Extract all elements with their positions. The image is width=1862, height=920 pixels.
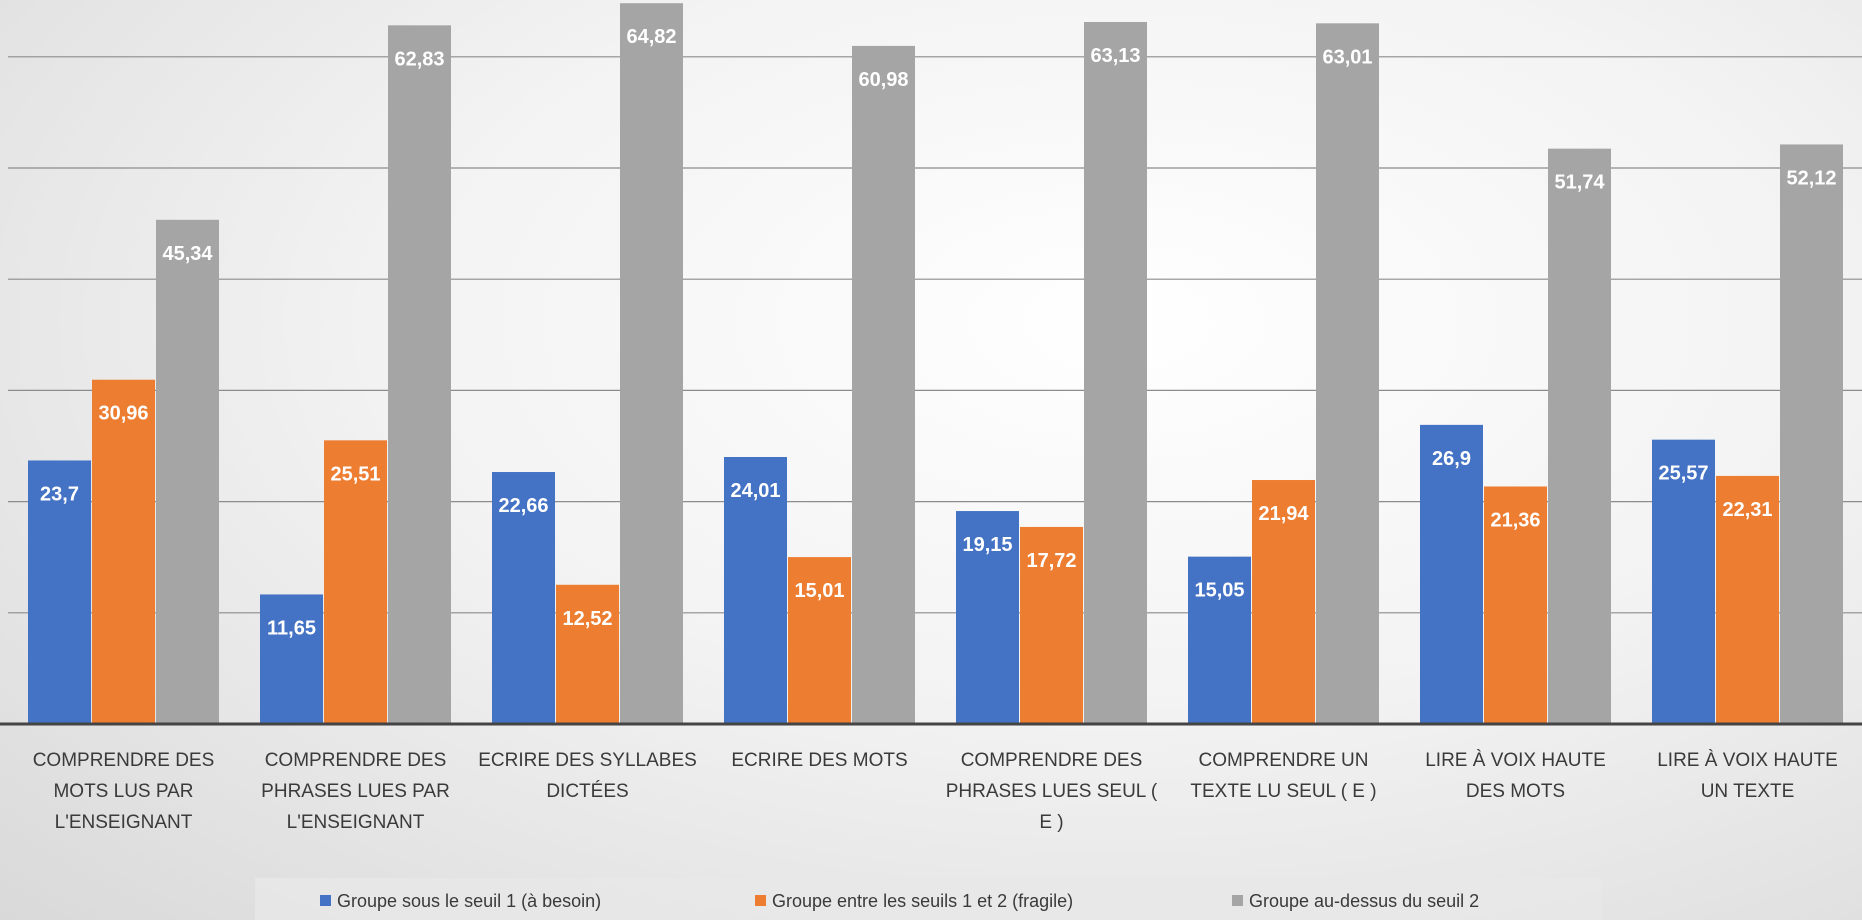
data-label: 62,83 [394, 48, 444, 70]
data-label: 22,66 [498, 495, 548, 517]
bar [620, 3, 683, 725]
data-label: 12,52 [562, 608, 612, 630]
category-label: COMPRENDRE DES PHRASES LUES SEUL (E ) [946, 750, 1158, 833]
legend-label: Groupe au-dessus du seuil 2 [1249, 891, 1479, 911]
data-label: 60,98 [858, 69, 908, 91]
bar [956, 511, 1019, 724]
data-label: 63,01 [1322, 46, 1372, 68]
bar [556, 584, 619, 724]
bars [28, 3, 1843, 725]
data-label: 21,94 [1258, 503, 1309, 525]
data-label: 26,9 [1432, 448, 1471, 470]
category-label: ECRIRE DES MOTS [731, 750, 907, 771]
data-label: 15,01 [794, 580, 844, 602]
bar [1316, 23, 1379, 725]
data-label: 51,74 [1554, 172, 1605, 194]
data-label: 23,7 [40, 483, 79, 505]
legend-swatch [320, 895, 331, 906]
legend-label: Groupe entre les seuils 1 et 2 (fragile) [772, 891, 1073, 911]
bar [388, 25, 451, 725]
bar [1716, 475, 1779, 724]
data-labels: 23,7 11,65 22,66 24,01 19,15 15,05 26,9 25,57 30… [40, 26, 1837, 639]
bar [260, 594, 323, 724]
bar [1420, 424, 1483, 724]
category-label: COMPRENDRE DES MOTS LUS PAR L'ENSEIGNANT [33, 750, 215, 833]
data-label: 19,15 [962, 534, 1012, 556]
data-label: 22,31 [1722, 499, 1772, 521]
category-labels: COMPRENDRE DES MOTS LUS PAR L'ENSEIGNANT CO… [33, 750, 1838, 833]
category-label: LIRE À VOIX HAUTE DES MOTS [1425, 750, 1606, 802]
category-label: COMPRENDRE DES PHRASES LUES PAR L'ENSEIGNA… [261, 750, 450, 833]
legend-box [255, 878, 1602, 920]
bar [724, 457, 787, 724]
data-label: 21,36 [1490, 509, 1540, 531]
data-label: 25,57 [1658, 463, 1708, 485]
data-label: 63,13 [1090, 45, 1140, 67]
bar [156, 219, 219, 724]
legend-label: Groupe sous le seuil 1 (à besoin) [337, 891, 601, 911]
bar [1188, 556, 1251, 724]
data-label: 15,05 [1194, 580, 1244, 602]
data-label: 45,34 [162, 243, 213, 265]
data-label: 52,12 [1786, 167, 1836, 189]
legend-swatch [755, 895, 766, 906]
data-label: 25,51 [330, 463, 380, 485]
bar [1652, 439, 1715, 724]
category-label: LIRE À VOIX HAUTE UN TEXTE [1657, 750, 1838, 802]
data-label: 30,96 [98, 403, 148, 425]
bar [1484, 486, 1547, 724]
bar [492, 472, 555, 724]
data-label: 64,82 [626, 26, 676, 48]
bar [1548, 148, 1611, 725]
data-label: 11,65 [267, 617, 316, 639]
legend-swatch [1232, 895, 1243, 906]
legend: Groupe sous le seuil 1 (à besoin) Groupe … [255, 878, 1602, 920]
data-label: 17,72 [1026, 550, 1076, 572]
bar [1020, 526, 1083, 724]
bar [28, 460, 91, 724]
bar [1252, 480, 1315, 724]
bar [324, 440, 387, 724]
category-label: ECRIRE DES SYLLABES DICTÉES [478, 750, 697, 802]
bar [92, 379, 155, 724]
bar [852, 45, 915, 724]
bar [1084, 21, 1147, 725]
bar [1780, 144, 1843, 724]
bar [788, 557, 851, 724]
category-label: COMPRENDRE UN TEXTE LU SEUL ( E ) [1190, 750, 1376, 802]
data-label: 24,01 [730, 480, 780, 502]
